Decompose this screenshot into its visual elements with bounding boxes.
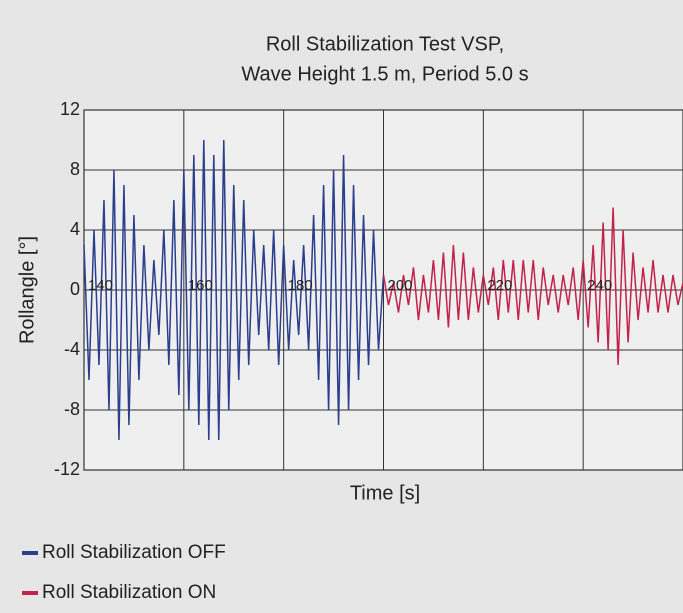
y-tick-label: 0 <box>70 279 80 299</box>
x-tick-label: 180 <box>288 277 313 294</box>
y-tick-label: 4 <box>70 219 80 239</box>
legend-label: Roll Stabilization ON <box>42 582 216 603</box>
x-axis-label: Time [s] <box>350 482 420 504</box>
y-axis-label: Rollangle [°] <box>16 236 38 344</box>
y-tick-label: -4 <box>64 339 80 359</box>
y-tick-label: 8 <box>70 159 80 179</box>
chart-title: Roll Stabilization Test VSP, <box>266 33 504 55</box>
chart-title: Wave Height 1.5 m, Period 5.0 s <box>241 63 528 85</box>
x-tick-label: 160 <box>188 277 213 294</box>
x-tick-label: 200 <box>388 277 413 294</box>
legend-swatch <box>22 591 38 595</box>
legend-swatch <box>22 551 38 555</box>
plot-border <box>83 109 683 471</box>
series-line <box>382 207 683 366</box>
x-tick-label: 240 <box>587 277 612 294</box>
x-tick-label: 140 <box>88 277 113 294</box>
y-tick-label: -12 <box>54 459 80 479</box>
y-tick-label: -8 <box>64 399 80 419</box>
legend-label: Roll Stabilization OFF <box>42 542 226 563</box>
x-tick-label: 220 <box>487 277 512 294</box>
series-line <box>83 139 385 441</box>
y-tick-label: 12 <box>60 99 80 119</box>
